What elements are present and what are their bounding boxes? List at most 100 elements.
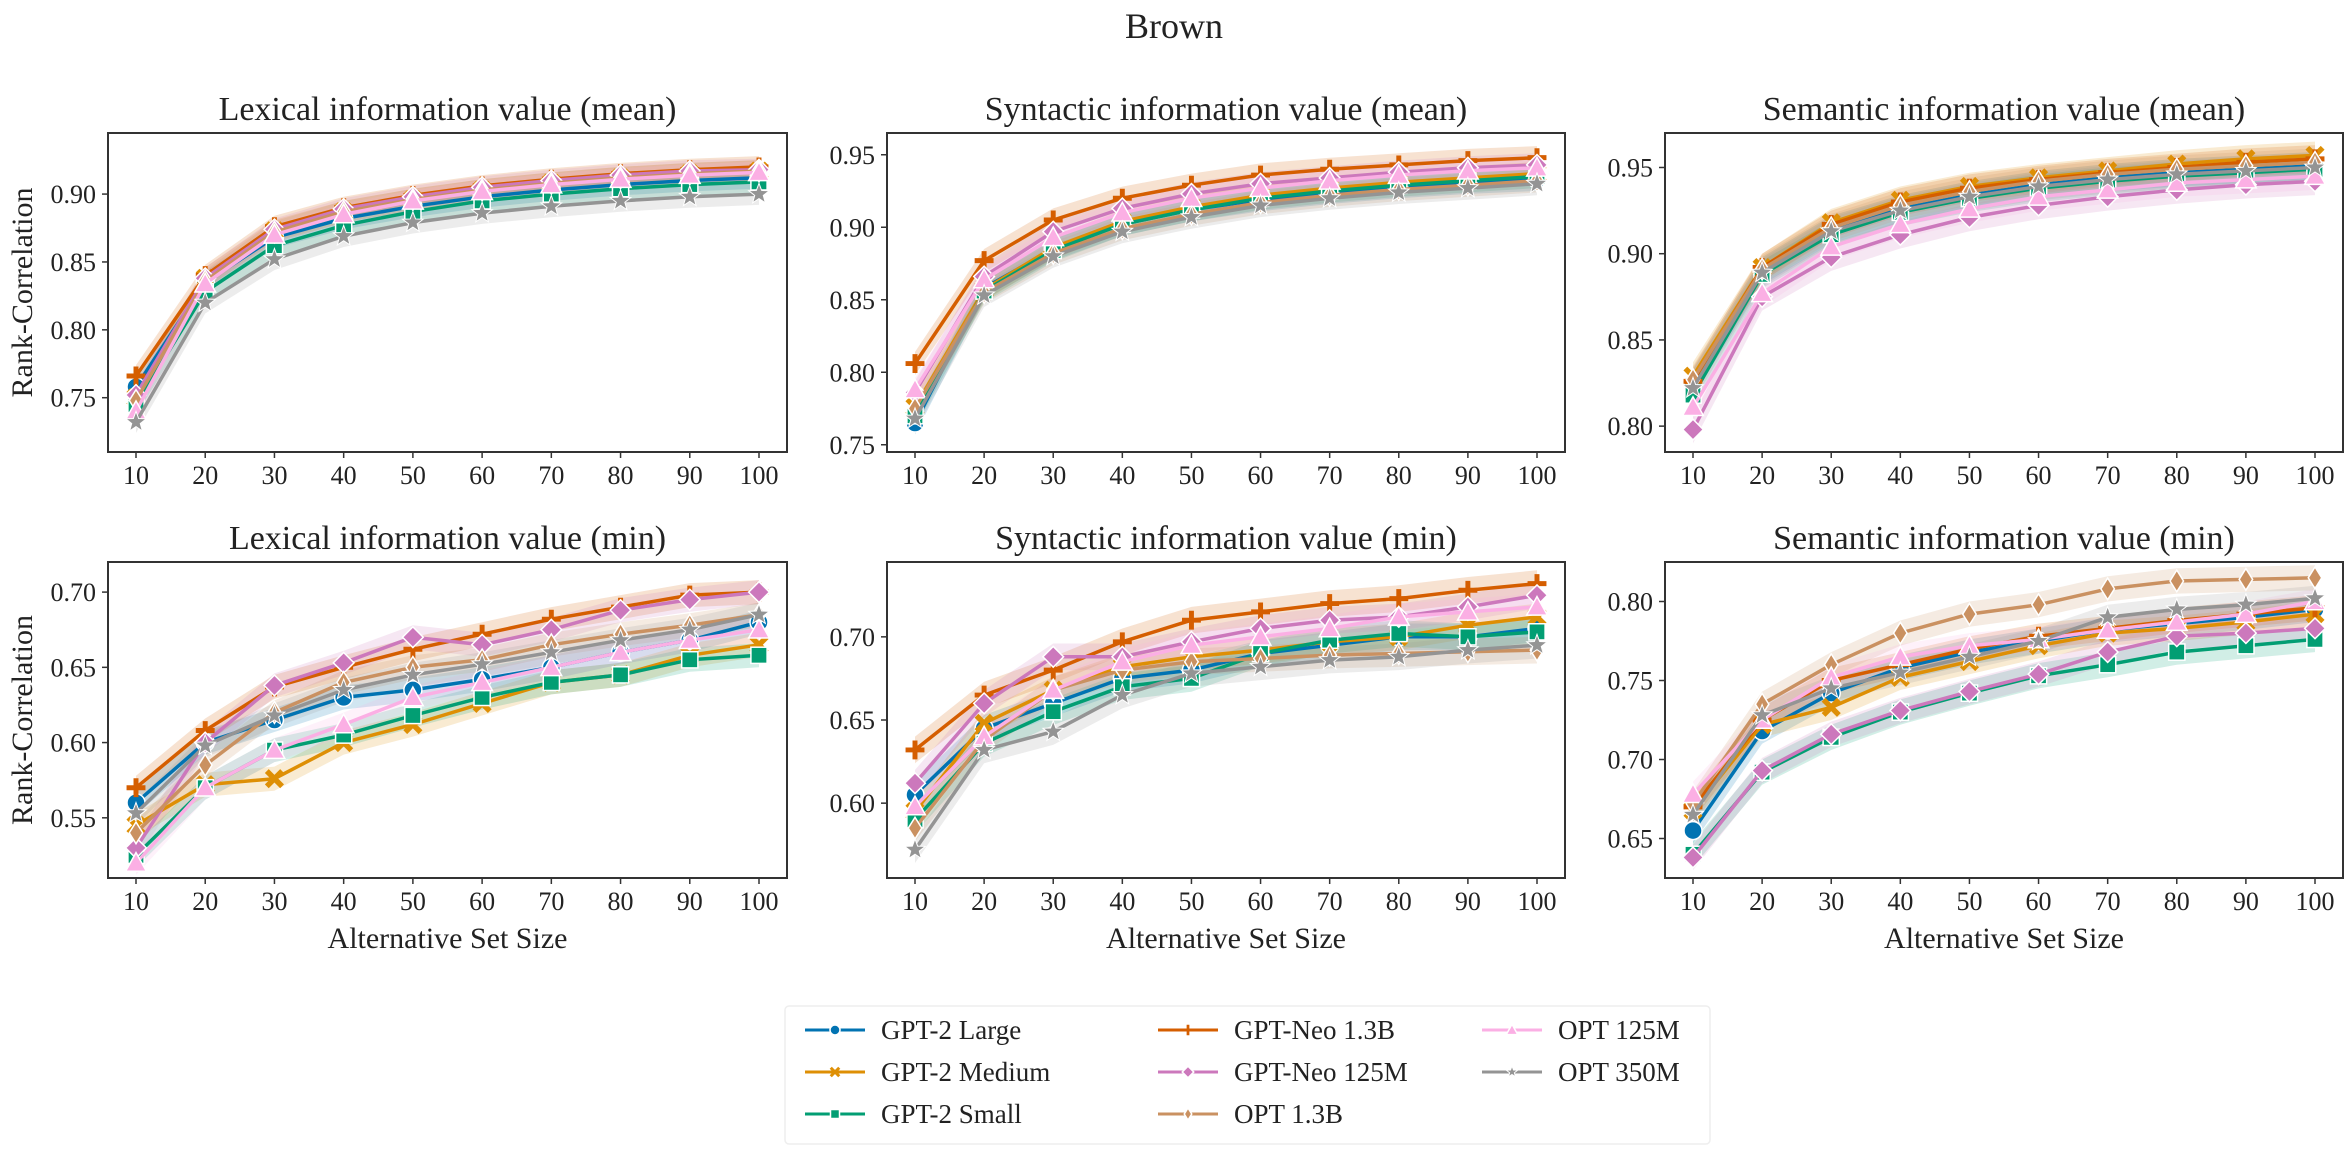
x-tick-label: 100 (1518, 887, 1557, 916)
data-point-gpt-2-medium (974, 713, 994, 733)
data-point-opt-350m (1318, 186, 1342, 209)
x-tick-label: 90 (677, 461, 703, 490)
confidence-band-gpt-neo-125m (1693, 167, 2315, 444)
legend: GPT-2 Large GPT-2 Medium GPT-2 Small GPT-Ne… (784, 1005, 1711, 1145)
x-tick-label: 10 (902, 887, 928, 916)
x-tick-label: 40 (1887, 887, 1913, 916)
x-tick-label: 30 (1818, 461, 1844, 490)
x-tick-label: 60 (2026, 887, 2052, 916)
legend-item-gpt-neo-1-3b: GPT-Neo 1.3B (1158, 1015, 1395, 1045)
x-tick-label: 80 (2164, 461, 2190, 490)
data-point-opt-350m (903, 837, 927, 860)
legend-frame (784, 1005, 1711, 1145)
legend-item-gpt-neo-125m: GPT-Neo 125M (1158, 1057, 1408, 1087)
data-point-opt-125m (1819, 234, 1843, 256)
confidence-band-gpt-2-large (915, 167, 1537, 435)
data-point-opt-125m (332, 712, 356, 734)
data-point-opt-350m (1179, 204, 1204, 228)
data-point-opt-350m (332, 223, 356, 247)
panel-syntactic-information-value-mean: Syntactic information value (mean) 0.75 0.… (830, 91, 1566, 490)
axes-frame (1664, 561, 2344, 879)
data-point-opt-350m (124, 801, 148, 824)
panel-title: Lexical information value (min) (229, 520, 666, 557)
x-tick-label: 10 (123, 887, 149, 916)
series-line-gpt-neo-125m (134, 590, 760, 849)
data-point-gpt-2-large (1683, 820, 1703, 841)
series-line-opt-125m (134, 170, 760, 413)
series-line-opt-1-3b (134, 612, 760, 835)
data-point-opt-350m (1750, 260, 1774, 283)
x-tick-label: 50 (1178, 887, 1204, 916)
panel-lexical-information-value-min: Lexical information value (min) 0.55 0.60 0… (6, 520, 788, 955)
figure-suptitle: Brown (1125, 6, 1223, 46)
series-line-opt-350m (913, 181, 1538, 420)
x-tick-label: 20 (1749, 461, 1775, 490)
data-point-opt-125m (539, 172, 563, 194)
data-point-opt-350m (1957, 184, 1982, 207)
data-point-opt-125m (1750, 281, 1774, 303)
y-tick-label: 0.65 (51, 653, 97, 682)
data-point-opt-350m (1318, 647, 1342, 671)
data-point-opt-125m (193, 775, 217, 797)
data-point-opt-350m (1248, 193, 1273, 216)
confidence-band-opt-1-3b (1693, 148, 2315, 394)
data-point-opt-125m (1957, 196, 1982, 218)
legend-label: GPT-2 Medium (881, 1057, 1050, 1087)
x-tick-label: 60 (2026, 461, 2052, 490)
series-line-gpt-neo-125m (913, 163, 1538, 394)
data-point-opt-125m (903, 794, 927, 816)
confidence-band-gpt-2-medium (1693, 141, 2315, 390)
y-tick-label: 0.85 (1608, 326, 1654, 355)
data-point-opt-125m (2165, 610, 2189, 632)
data-point-opt-350m (747, 181, 771, 204)
series-line-gpt-2-medium (913, 615, 1538, 813)
data-point-gpt-neo-125m (1041, 645, 1065, 669)
data-point-opt-350m (539, 640, 563, 663)
x-tick-label: 20 (192, 461, 218, 490)
x-tick-label: 60 (1248, 887, 1274, 916)
series-line-gpt-2-medium (135, 643, 760, 827)
x-tick-label: 10 (1680, 461, 1706, 490)
data-point-opt-125m (401, 685, 425, 707)
data-point-opt-350m (262, 246, 287, 270)
x-tick-label: 30 (261, 461, 287, 490)
legend-label: OPT 125M (1558, 1015, 1680, 1045)
series-line-gpt-neo-125m (134, 167, 760, 396)
data-point-opt-1-3b (2100, 576, 2116, 602)
data-point-opt-125m (608, 640, 633, 662)
data-point-gpt-neo-125m (2303, 616, 2327, 640)
data-point-opt-350m (608, 188, 633, 211)
y-tick-label: 0.75 (51, 384, 97, 413)
x-tick-label: 90 (1455, 461, 1481, 490)
legend-label: GPT-Neo 1.3B (1234, 1015, 1395, 1045)
legend-item-gpt-2-medium: GPT-2 Medium (805, 1057, 1050, 1087)
data-point-opt-350m (747, 602, 771, 625)
data-point-opt-1-3b (2238, 567, 2254, 592)
data-point-opt-350m (1456, 637, 1480, 661)
data-point-gpt-2-medium (264, 769, 285, 789)
data-point-opt-350m (2096, 167, 2120, 190)
x-tick-label: 50 (400, 461, 426, 490)
confidence-band-gpt-neo-125m (136, 580, 759, 860)
data-point-opt-350m (1041, 719, 1065, 742)
legend-marker (1183, 1106, 1193, 1122)
data-point-gpt-neo-125m (972, 691, 996, 715)
data-point-opt-125m (1525, 595, 1549, 616)
legend-label: GPT-2 Small (881, 1099, 1022, 1129)
data-point-opt-350m (1110, 682, 1134, 705)
x-tick-label: 30 (1040, 887, 1066, 916)
y-tick-label: 0.70 (830, 623, 876, 652)
data-point-opt-125m (262, 222, 287, 244)
x-tick-label: 90 (1455, 887, 1481, 916)
series-line-opt-125m (913, 605, 1538, 808)
data-point-opt-125m (2096, 618, 2120, 639)
confidence-band-gpt-neo-1-3b (915, 146, 1537, 376)
panels: Lexical information value (mean) 0.75 0.80… (6, 91, 2344, 955)
data-point-opt-350m (2026, 628, 2051, 651)
y-tick-label: 0.90 (51, 180, 97, 209)
x-tick-label: 20 (1749, 887, 1775, 916)
series-line-opt-350m (913, 643, 1538, 851)
x-tick-label: 80 (608, 461, 634, 490)
data-point-gpt-2-small (542, 673, 561, 692)
